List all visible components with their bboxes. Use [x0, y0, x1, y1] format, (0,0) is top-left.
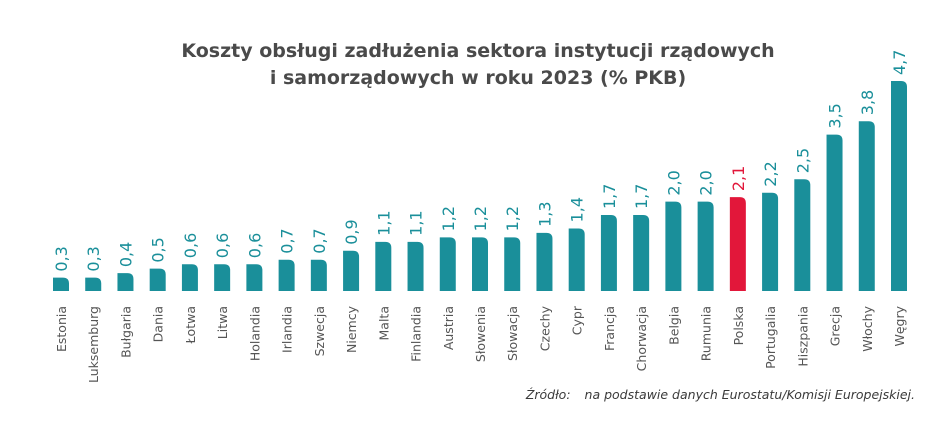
value-label: 1,7	[600, 184, 619, 209]
bar-Francja	[600, 215, 617, 291]
value-label: 1,3	[535, 201, 554, 226]
category-label: Hiszpania	[795, 306, 810, 367]
bar-Bułgaria	[117, 273, 134, 291]
category-label: Malta	[376, 306, 391, 340]
bar-Rumunia	[697, 201, 714, 291]
value-label: 0,6	[245, 233, 264, 258]
category-label: Chorwacja	[634, 306, 649, 371]
category-label: Cypr	[570, 305, 585, 335]
category-label: Austria	[441, 306, 456, 350]
category-label: Luksemburg	[86, 306, 101, 383]
bar-Estonia	[53, 277, 69, 291]
value-label: 0,9	[342, 219, 361, 244]
value-label: 2,2	[761, 161, 780, 186]
bar-Chorwacja	[633, 215, 650, 291]
category-label: Irlandia	[280, 306, 295, 353]
value-label: 2,0	[664, 170, 683, 195]
value-label: 0,6	[181, 233, 200, 258]
category-label: Węgry	[892, 305, 907, 346]
category-label: Estonia	[54, 306, 69, 352]
bar-Węgry	[891, 81, 907, 291]
chart-title-line-1: Koszty obsługi zadłużenia sektora instyt…	[181, 40, 775, 62]
category-label: Holandia	[247, 306, 262, 361]
value-label: 2,1	[729, 166, 748, 191]
category-label: Łotwa	[183, 306, 198, 344]
value-label: 2,0	[697, 170, 716, 195]
category-label: Belgia	[666, 306, 681, 345]
category-label: Niemcy	[344, 305, 359, 353]
bar-Irlandia	[278, 259, 295, 291]
category-label: Słowenia	[473, 306, 488, 362]
value-label: 0,6	[213, 233, 232, 258]
value-label: 2,5	[793, 148, 812, 173]
value-label: 3,8	[858, 90, 877, 115]
category-label: Finlandia	[409, 306, 424, 362]
bar-Szwecja	[310, 259, 327, 291]
bar-Portugalia	[762, 192, 779, 291]
bar-Słowenia	[472, 237, 488, 291]
source-label: Źródło:	[525, 387, 571, 402]
category-label: Grecja	[828, 306, 843, 346]
bar-Grecja	[826, 134, 843, 291]
bar-Luksemburg	[85, 277, 102, 291]
value-label: 1,2	[439, 206, 458, 231]
category-label: Bułgaria	[118, 306, 133, 358]
value-label: 0,3	[84, 246, 103, 271]
value-label: 1,4	[568, 197, 587, 222]
bar-Cypr	[568, 228, 585, 291]
value-label: 0,4	[116, 242, 135, 267]
value-label: 0,7	[310, 228, 329, 253]
bar-Słowacja	[504, 237, 521, 291]
value-label: 1,1	[374, 210, 393, 235]
bar-Łotwa	[181, 264, 198, 291]
chart-title-line-2: i samorządowych w roku 2023 (% PKB)	[269, 67, 687, 89]
category-label: Słowacja	[505, 306, 520, 361]
category-label: Litwa	[215, 306, 230, 339]
bar-Hiszpania	[794, 179, 811, 291]
bar-Belgia	[665, 201, 682, 291]
value-label: 0,3	[52, 246, 71, 271]
bar-Litwa	[214, 264, 231, 291]
source-text: na podstawie danych Eurostatu/Komisji Eu…	[584, 387, 915, 402]
bar-Dania	[149, 268, 166, 291]
chart-title: Koszty obsługi zadłużenia sektora instyt…	[0, 38, 933, 92]
source-note: Źródło: na podstawie danych Eurostatu/Kom…	[526, 387, 915, 402]
value-label: 0,7	[278, 228, 297, 253]
value-label: 1,2	[471, 206, 490, 231]
bar-Malta	[375, 241, 392, 291]
bar-Włochy	[858, 121, 875, 291]
category-label: Szwecja	[312, 306, 327, 356]
category-label: Portugalia	[763, 306, 778, 369]
bar-Austria	[439, 237, 456, 291]
bar-Niemcy	[343, 250, 360, 291]
category-label: Francja	[602, 306, 617, 351]
category-label: Dania	[151, 306, 166, 342]
value-label: 1,1	[407, 210, 426, 235]
category-label: Rumunia	[699, 306, 714, 361]
value-label: 1,2	[503, 206, 522, 231]
value-label: 1,7	[632, 184, 651, 209]
bar-Polska	[729, 197, 746, 291]
value-label: 3,5	[826, 103, 845, 128]
category-label: Polska	[731, 306, 746, 345]
bar-Finlandia	[407, 241, 424, 291]
value-label: 0,5	[149, 237, 168, 262]
value-label: 4,7	[890, 50, 909, 75]
bar-Holandia	[246, 264, 263, 291]
category-label: Czechy	[537, 305, 552, 351]
bar-Czechy	[536, 232, 553, 291]
category-label: Włochy	[860, 305, 875, 351]
